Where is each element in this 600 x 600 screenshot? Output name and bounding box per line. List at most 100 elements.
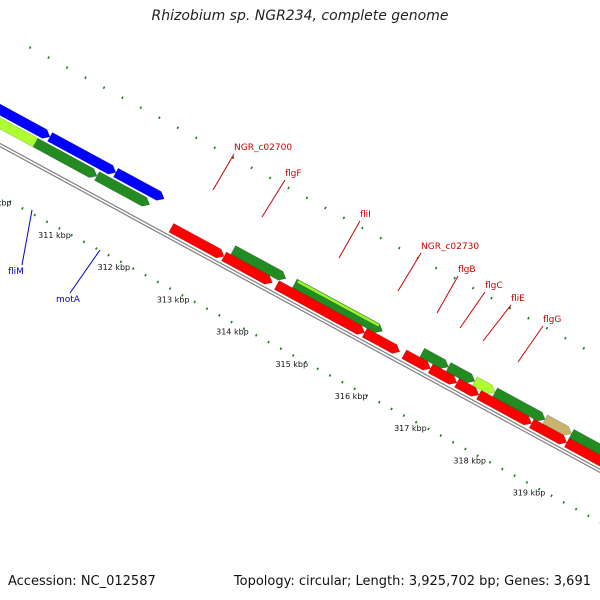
scale-tick-label: 319 kbp (513, 489, 546, 498)
outer-dotted-guide (139, 106, 143, 110)
gene-red-1 (168, 222, 225, 259)
gene-label: fliE (511, 294, 525, 304)
outer-dotted-guide (194, 136, 198, 140)
scale-dotted-line (218, 313, 221, 317)
outer-dotted-guide (28, 46, 32, 50)
scale-dotted-line (205, 307, 209, 311)
scale-tick-label: 318 kbp (453, 456, 486, 465)
scale-dotted-line (587, 514, 590, 518)
gene-motA (94, 171, 151, 207)
outer-dotted-guide (213, 146, 216, 150)
scale-dotted-line (390, 407, 393, 411)
outer-dotted-guide (582, 346, 586, 350)
outer-dotted-guide (508, 306, 512, 310)
outer-dotted-guide (158, 116, 161, 120)
gene-flgG (492, 387, 546, 422)
gene-blue-2 (47, 132, 117, 175)
page-title: Rhizobium sp. NGR234, complete genome (151, 8, 449, 24)
gene-label-leader (261, 179, 286, 218)
outer-dotted-guide (305, 196, 309, 200)
gene-label: motA (56, 295, 81, 305)
scale-dotted-line (168, 287, 172, 291)
gene-label-leader (459, 291, 486, 329)
gene-fliI-highlight (297, 280, 380, 327)
gene-red-10 (563, 437, 600, 467)
gene-label: flgB (458, 265, 476, 275)
outer-dotted-guide (397, 246, 401, 250)
outer-dotted-guide (65, 66, 69, 70)
outer-dotted-guide (361, 226, 364, 230)
outer-dotted-guide (231, 156, 235, 160)
scale-dotted-line (8, 200, 12, 204)
gene-blue-1 (0, 103, 51, 139)
gene-label-leader (436, 275, 459, 314)
backbone-outer (0, 142, 600, 474)
scale-dotted-line (439, 434, 443, 438)
outer-dotted-guide (287, 186, 290, 190)
gene-label-leader (482, 304, 512, 342)
scale-dotted-line (291, 353, 295, 357)
scale-dotted-line (95, 247, 98, 250)
gene-red-3 (273, 280, 366, 335)
scale-dotted-line (82, 240, 86, 244)
scale-dotted-line (193, 300, 196, 304)
outer-dotted-guide (490, 296, 493, 300)
scale-tick-label: 311 kbp (38, 231, 71, 240)
gene-fliI (291, 278, 383, 334)
scale-dotted-line (33, 213, 37, 217)
scale-tick-label: 315 kbp (275, 360, 308, 369)
outer-dotted-guide (434, 266, 438, 270)
gene-label-leader (21, 209, 33, 266)
scale-dotted-line (464, 447, 467, 451)
scale-tick-label: 310 kbp (0, 199, 11, 208)
outer-dotted-guide (268, 176, 272, 180)
gene-red-8 (476, 390, 532, 426)
scale-dotted-line (70, 233, 73, 237)
scale-dotted-line (476, 454, 479, 458)
gene-label: NGR_c02730 (421, 242, 479, 252)
gene-red-2 (221, 251, 273, 285)
scale-dotted-line (21, 206, 24, 210)
gene-next (568, 428, 600, 456)
scale-dotted-line (304, 360, 307, 364)
scale-dotted-line (513, 474, 516, 478)
outer-dotted-guide (121, 96, 124, 100)
scale-dotted-line (144, 273, 147, 277)
gene-label: flgC (485, 281, 503, 291)
outer-dotted-guide (342, 216, 346, 220)
gene-label: NGR_c02700 (234, 143, 292, 153)
gene-label-leader (397, 252, 422, 292)
topology-label: Topology: circular; Length: 3,925,702 bp… (233, 574, 591, 589)
scale-dotted-line (525, 480, 529, 484)
outer-dotted-guide (84, 76, 87, 80)
scale-tick-label: 312 kbp (98, 263, 131, 272)
gene-label: flgG (543, 315, 561, 325)
scale-dotted-line (488, 460, 492, 464)
outer-dotted-guide (47, 56, 50, 60)
scale-dotted-line (377, 400, 381, 404)
outer-dotted-guide (250, 166, 253, 170)
gene-label: fliI (360, 210, 371, 220)
gene-fliM (32, 137, 98, 178)
scale-dotted-line (537, 487, 541, 491)
scale-dotted-line (242, 327, 246, 331)
outer-dotted-guide (102, 86, 106, 90)
scale-dotted-line (45, 220, 49, 224)
scale-dotted-line (279, 347, 283, 351)
scale-dotted-line (156, 280, 160, 284)
outer-dotted-guide (453, 276, 456, 280)
backbone-inner (0, 144, 600, 472)
scale-dotted-line (230, 320, 233, 324)
scale-tick-label: 317 kbp (394, 424, 427, 433)
gene-red-7 (454, 378, 480, 397)
scale-dotted-line (402, 414, 406, 417)
scale-dotted-line (427, 427, 430, 431)
scale-tick-label: 313 kbp (157, 295, 190, 304)
gene-blue-3 (113, 167, 165, 201)
outer-dotted-guide (379, 236, 383, 240)
scale-dotted-line (58, 227, 61, 230)
gene-label-leader (212, 153, 235, 191)
gene-label: flgF (285, 169, 302, 179)
scale-dotted-line (562, 500, 566, 504)
